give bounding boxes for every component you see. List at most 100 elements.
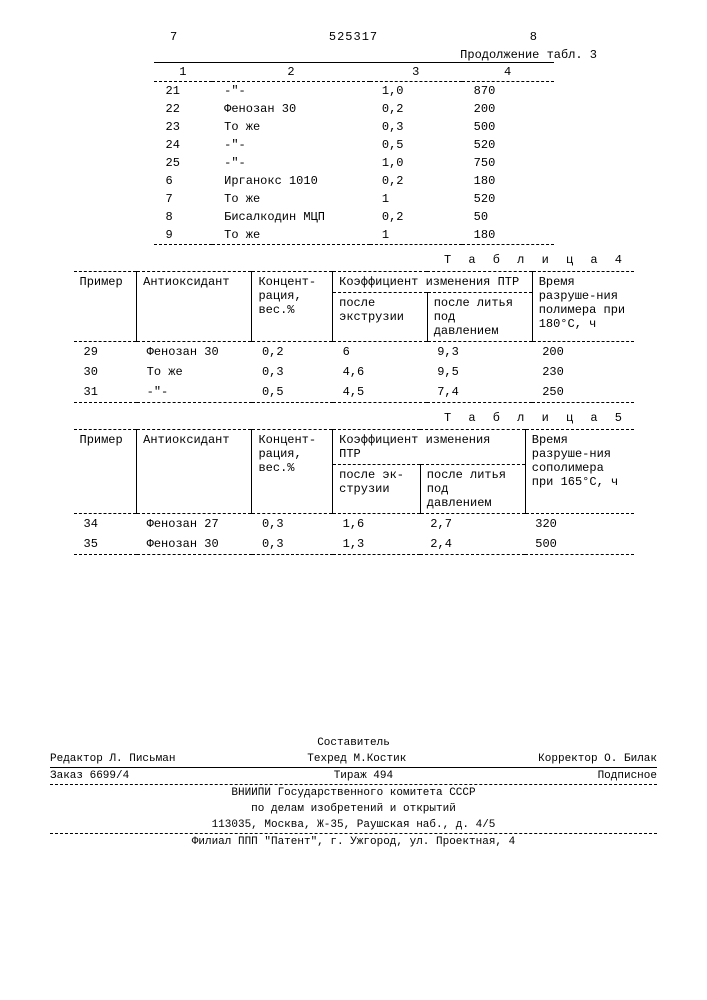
- table-cell: 6: [154, 172, 213, 190]
- table-cell: 21: [154, 82, 213, 101]
- table4-col-coefficient: Коэффициент изменения ПТР: [333, 272, 533, 293]
- table-row: 30То же0,34,69,5230: [74, 362, 634, 382]
- table-cell: 200: [532, 342, 633, 363]
- table-cell: 7,4: [427, 382, 532, 403]
- table-cell: Фенозан 30: [137, 534, 252, 555]
- table5-header-row: Пример Антиоксидант Концент-рация, вес.%…: [74, 430, 634, 465]
- table-cell: 500: [462, 118, 554, 136]
- table-cell: 0,2: [370, 208, 462, 226]
- table3-caption: Продолжение табл. 3: [50, 48, 657, 62]
- table5-col-antioxidant: Антиоксидант: [137, 430, 252, 514]
- table-row: 25-"-1,0750: [154, 154, 554, 172]
- table-cell: 1,0: [370, 154, 462, 172]
- table5-col-after-molding: после литья под давлением: [420, 465, 525, 514]
- table-5: Пример Антиоксидант Концент-рация, вес.%…: [74, 429, 634, 555]
- table-cell: Бисалкодин МЦП: [212, 208, 370, 226]
- org-line-3: 113035, Москва, Ж-35, Раушская наб., д. …: [50, 817, 657, 834]
- table-row: 9То же1180: [154, 226, 554, 245]
- table-cell: 2,4: [420, 534, 525, 555]
- table-cell: 9: [154, 226, 213, 245]
- table-cell: 50: [462, 208, 554, 226]
- table-cell: 1,3: [333, 534, 421, 555]
- table-row: 22Фенозан 300,2200: [154, 100, 554, 118]
- table-cell: 180: [462, 226, 554, 245]
- table-cell: 320: [525, 514, 633, 535]
- left-page-number: 7: [170, 30, 177, 44]
- table-cell: Фенозан 30: [212, 100, 370, 118]
- table-cell: То же: [212, 190, 370, 208]
- tirazh: Тираж 494: [334, 770, 393, 782]
- table-cell: Фенозан 30: [137, 342, 252, 363]
- table-cell: 500: [525, 534, 633, 555]
- table4-col-time: Время разруше-ния полимера при 180°С, ч: [532, 272, 633, 342]
- table-row: 8Бисалкодин МЦП0,250: [154, 208, 554, 226]
- table-cell: 180: [462, 172, 554, 190]
- table-cell: 0,5: [252, 382, 333, 403]
- table-cell: 8: [154, 208, 213, 226]
- table5-col-concentration: Концент-рация, вес.%: [252, 430, 333, 514]
- table-cell: 31: [74, 382, 137, 403]
- subscription: Подписное: [598, 770, 657, 782]
- table-cell: 520: [462, 136, 554, 154]
- table-cell: 23: [154, 118, 213, 136]
- table-cell: 9,3: [427, 342, 532, 363]
- table-cell: 750: [462, 154, 554, 172]
- table-cell: 0,3: [252, 534, 333, 555]
- table3-col-4: 4: [462, 63, 554, 82]
- table-cell: 0,3: [252, 514, 333, 535]
- table-cell: 4,5: [333, 382, 428, 403]
- table-row: 29Фенозан 300,269,3200: [74, 342, 634, 363]
- table-cell: 4,6: [333, 362, 428, 382]
- table-row: 35Фенозан 300,31,32,4500: [74, 534, 634, 555]
- table-cell: -"-: [212, 154, 370, 172]
- right-page-number: 8: [530, 30, 537, 44]
- org-line-1: ВНИИПИ Государственного комитета СССР: [50, 785, 657, 801]
- compiler-label: Составитель: [50, 735, 657, 751]
- table4-col-after-extrusion: после экструзии: [333, 293, 428, 342]
- table-cell: -"-: [137, 382, 252, 403]
- table-cell: 870: [462, 82, 554, 101]
- table3-col-2: 2: [212, 63, 370, 82]
- techred: Техред М.Костик: [307, 753, 406, 765]
- table-cell: 520: [462, 190, 554, 208]
- table-cell: 0,2: [252, 342, 333, 363]
- order-line: Заказ 6699/4 Тираж 494 Подписное: [50, 768, 657, 785]
- table4-col-antioxidant: Антиоксидант: [137, 272, 252, 342]
- editor: Редактор Л. Письман: [50, 753, 175, 765]
- table-cell: 1: [370, 226, 462, 245]
- table-row: 7То же1520: [154, 190, 554, 208]
- table-cell: То же: [212, 226, 370, 245]
- table-cell: 7: [154, 190, 213, 208]
- table5-caption: Т а б л и ц а 5: [50, 411, 657, 425]
- table-cell: 1,6: [333, 514, 421, 535]
- table-row: 23То же0,3500: [154, 118, 554, 136]
- table-cell: 30: [74, 362, 137, 382]
- table4-col-after-molding: после литья под давлением: [427, 293, 532, 342]
- table-cell: 2,7: [420, 514, 525, 535]
- table-cell: 0,3: [370, 118, 462, 136]
- branch-line: Филиал ППП "Патент", г. Ужгород, ул. Про…: [50, 834, 657, 850]
- table-cell: 29: [74, 342, 137, 363]
- page-header: 7 525317 8: [50, 30, 657, 44]
- table-row: 34Фенозан 270,31,62,7320: [74, 514, 634, 535]
- table-cell: То же: [137, 362, 252, 382]
- table-cell: 0,3: [252, 362, 333, 382]
- table5-col-primer: Пример: [74, 430, 137, 514]
- table-4: Пример Антиоксидант Концент-рация, вес.%…: [74, 271, 634, 403]
- table3-col-1: 1: [154, 63, 213, 82]
- table-cell: Фенозан 27: [137, 514, 252, 535]
- table-cell: 0,5: [370, 136, 462, 154]
- table-row: 6Ирганокс 10100,2180: [154, 172, 554, 190]
- table-cell: 24: [154, 136, 213, 154]
- table-cell: 230: [532, 362, 633, 382]
- table-cell: 250: [532, 382, 633, 403]
- table4-caption: Т а б л и ц а 4: [50, 253, 657, 267]
- credits-line: Редактор Л. Письман Техред М.Костик Корр…: [50, 751, 657, 768]
- table-cell: -"-: [212, 82, 370, 101]
- table4-col-concentration: Концент-рация, вес.%: [252, 272, 333, 342]
- table-cell: 25: [154, 154, 213, 172]
- table-row: 24-"-0,5520: [154, 136, 554, 154]
- table-row: 31-"-0,54,57,4250: [74, 382, 634, 403]
- table-3: 1 2 3 4 21-"-1,087022Фенозан 300,220023Т…: [154, 62, 554, 245]
- table-cell: -"-: [212, 136, 370, 154]
